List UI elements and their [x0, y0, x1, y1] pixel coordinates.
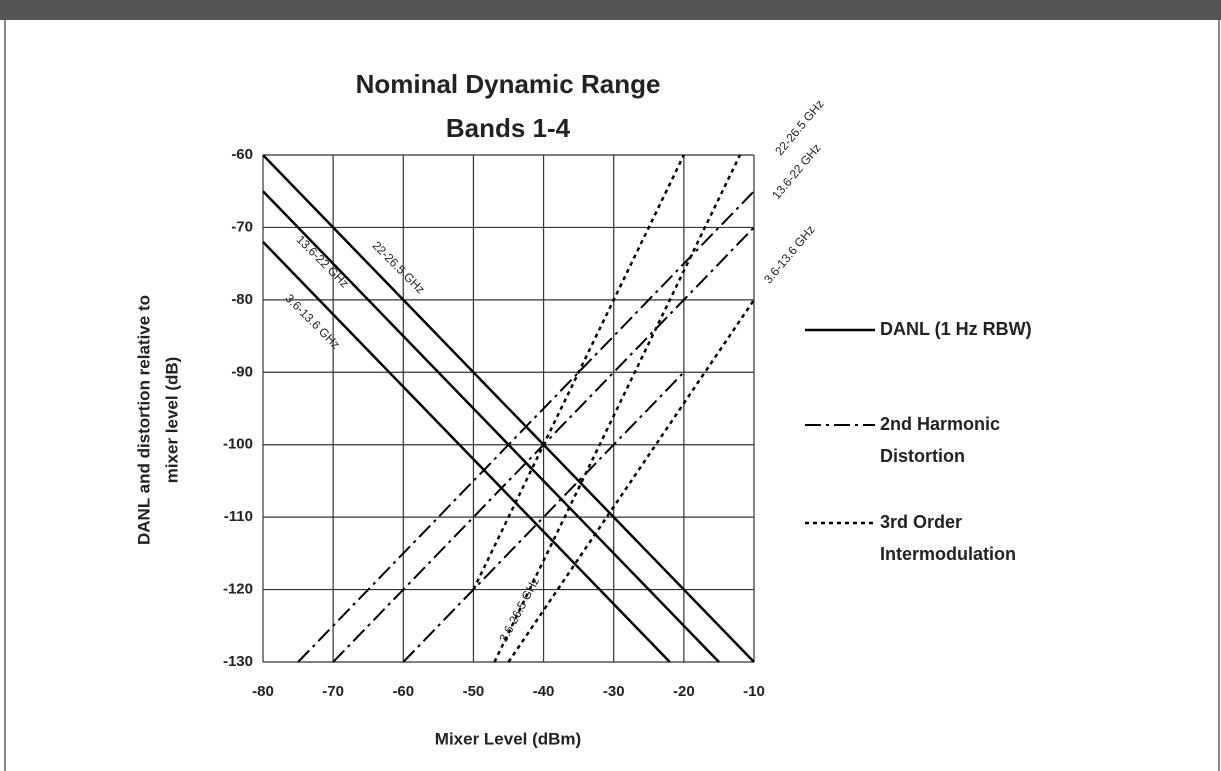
- series-line: [297, 190, 755, 663]
- y-tick-label: -130: [223, 653, 253, 670]
- y-tick-label: -80: [231, 291, 253, 308]
- y-axis-label: mixer level (dB): [162, 357, 181, 484]
- legend-label: Distortion: [880, 446, 965, 466]
- x-tick-label: -40: [533, 683, 555, 700]
- y-tick-label: -110: [224, 508, 253, 525]
- series-line: [507, 299, 756, 663]
- legend-label: 2nd Harmonic: [880, 414, 1000, 434]
- chart-title: Bands 1-4: [446, 113, 571, 143]
- x-tick-label: -60: [392, 683, 414, 700]
- series-line: [402, 371, 685, 663]
- x-tick-label: -50: [463, 683, 485, 700]
- series-line: [262, 190, 720, 663]
- legend-label: 3rd Order: [880, 512, 962, 532]
- series-line: [493, 154, 742, 663]
- y-tick-label: -90: [231, 363, 253, 380]
- x-tick-label: -10: [743, 683, 765, 700]
- x-tick-label: -20: [673, 683, 695, 700]
- series-line: [262, 154, 755, 663]
- x-axis-label: Mixer Level (dBm): [435, 729, 581, 748]
- y-tick-label: -60: [231, 146, 253, 163]
- y-axis-label: DANL and distortion relative to: [134, 295, 153, 545]
- legend-label: DANL (1 Hz RBW): [880, 319, 1032, 339]
- series-line: [472, 154, 685, 591]
- x-tick-label: -80: [252, 683, 274, 700]
- series-line: [262, 241, 671, 663]
- top-bar: [0, 0, 1221, 20]
- x-tick-label: -30: [603, 683, 625, 700]
- y-tick-label: -100: [223, 436, 253, 453]
- x-tick-label: -70: [322, 683, 344, 700]
- legend-label: Intermodulation: [880, 544, 1016, 564]
- y-tick-label: -70: [231, 218, 253, 235]
- y-tick-label: -120: [223, 581, 253, 598]
- chart-title: Nominal Dynamic Range: [356, 69, 661, 99]
